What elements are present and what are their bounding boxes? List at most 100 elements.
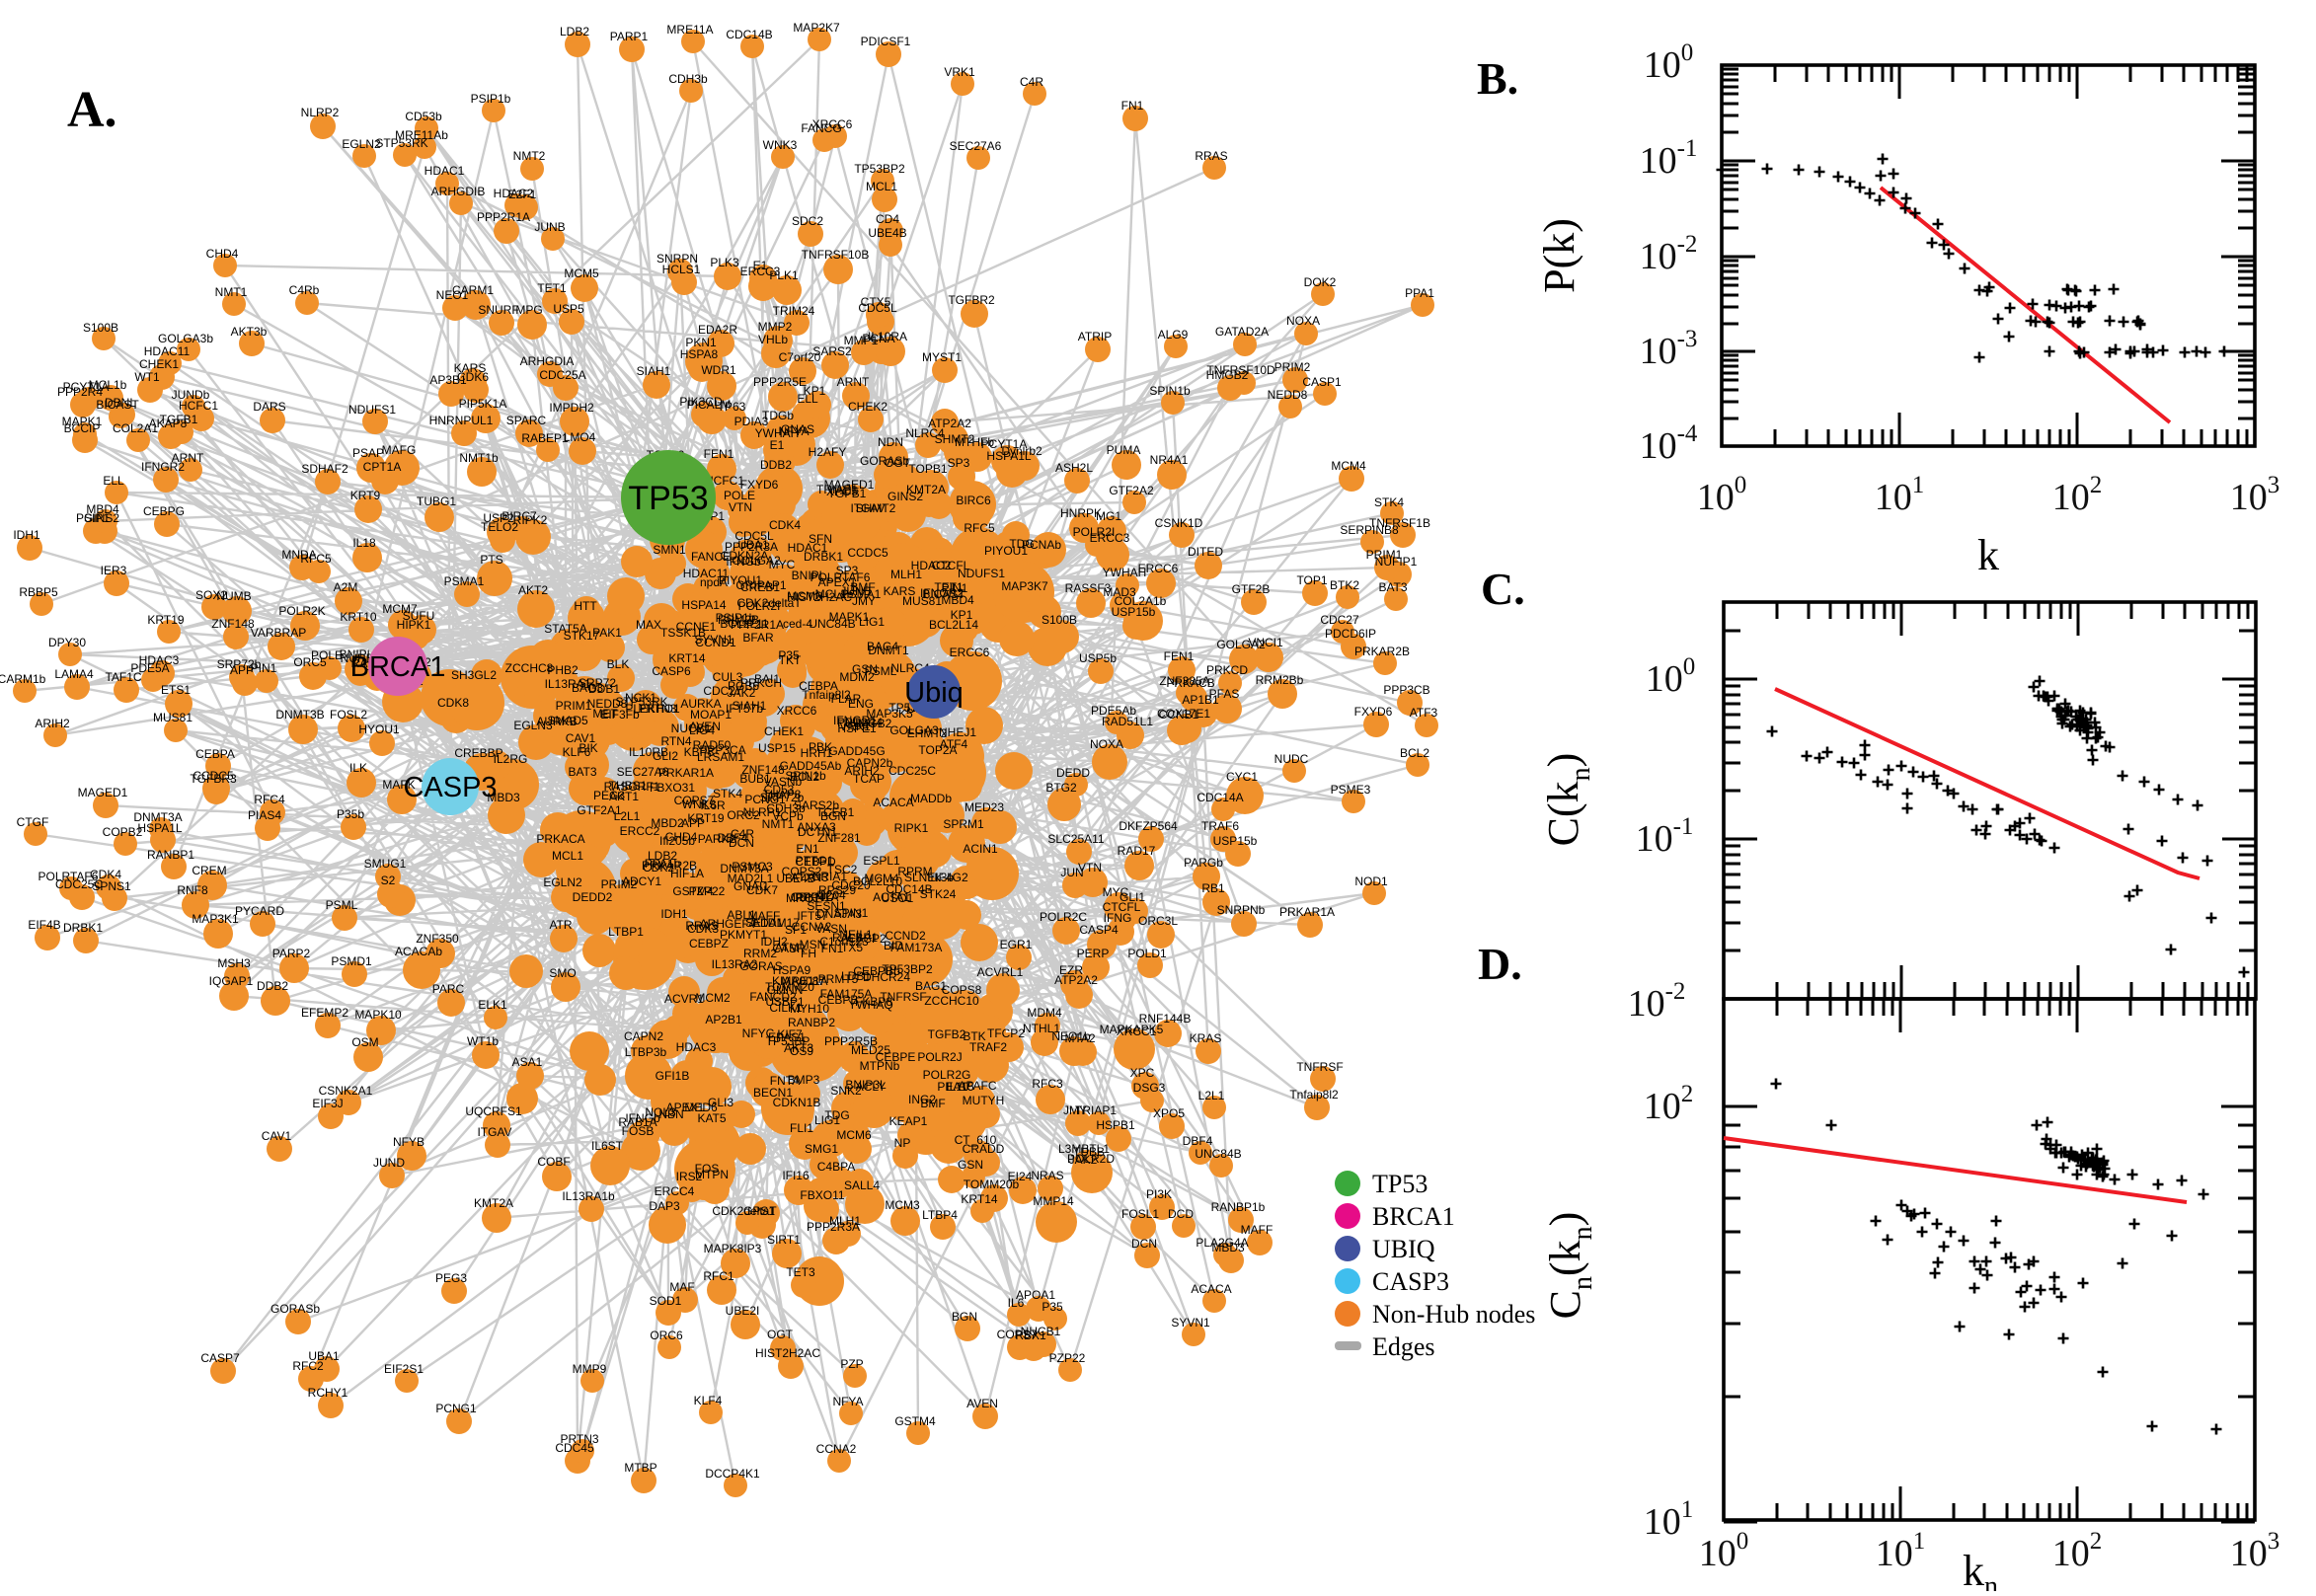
svg-text:NDN: NDN — [878, 435, 903, 449]
svg-text:RBX1: RBX1 — [1015, 1329, 1046, 1342]
svg-text:EGLN2: EGLN2 — [543, 875, 582, 889]
svg-text:CEBPB: CEBPB — [818, 993, 859, 1007]
svg-text:GINS2: GINS2 — [888, 490, 923, 503]
svg-text:MCM6: MCM6 — [787, 589, 822, 603]
svg-text:RNF144B: RNF144B — [1139, 1012, 1192, 1026]
svg-text:STK17: STK17 — [564, 629, 600, 643]
svg-text:GFI1B: GFI1B — [656, 1069, 690, 1083]
svg-text:DKFZP564: DKFZP564 — [1119, 819, 1178, 833]
svg-text:CARM1b: CARM1b — [0, 672, 46, 686]
svg-text:TET1: TET1 — [934, 580, 964, 594]
svg-text:TGFBR2: TGFBR2 — [948, 293, 995, 307]
svg-text:DARS: DARS — [253, 400, 285, 414]
svg-text:KRT14: KRT14 — [961, 1192, 997, 1206]
svg-text:ORC6: ORC6 — [650, 1329, 683, 1342]
svg-text:Tnfaip8l2: Tnfaip8l2 — [1289, 1088, 1339, 1102]
svg-text:CDC5L: CDC5L — [734, 529, 774, 543]
svg-text:STK4: STK4 — [1374, 495, 1404, 509]
svg-text:GLI2: GLI2 — [653, 749, 678, 763]
svg-text:HMGB2: HMGB2 — [1206, 368, 1249, 382]
svg-text:MMP1: MMP1 — [844, 334, 879, 347]
svg-text:SMG1: SMG1 — [805, 1142, 838, 1156]
svg-text:CCNB1: CCNB1 — [1159, 708, 1199, 722]
svg-text:HDAC2: HDAC2 — [494, 187, 534, 200]
svg-text:MCM3: MCM3 — [885, 1198, 920, 1212]
svg-text:PRIM1: PRIM1 — [1366, 548, 1403, 562]
svg-text:USP5b: USP5b — [1079, 651, 1117, 665]
svg-text:LIG4: LIG4 — [689, 723, 715, 737]
svg-text:S2: S2 — [381, 874, 396, 887]
svg-text:SERPINB8: SERPINB8 — [1340, 523, 1399, 537]
svg-text:CCNA2: CCNA2 — [792, 920, 832, 934]
svg-text:HDAC11: HDAC11 — [144, 344, 191, 358]
svg-text:JAK2: JAK2 — [728, 686, 756, 700]
svg-text:DCN: DCN — [729, 836, 754, 850]
svg-text:STK24: STK24 — [920, 887, 957, 901]
svg-text:IL13RA2: IL13RA2 — [712, 957, 758, 971]
svg-text:ced-4: ced-4 — [783, 617, 812, 631]
svg-text:XPC: XPC — [1130, 1066, 1155, 1080]
svg-text:MAP3K1: MAP3K1 — [192, 912, 239, 926]
svg-text:SMO: SMO — [549, 966, 576, 980]
svg-text:PRKACA: PRKACA — [536, 832, 584, 846]
svg-text:ACACA: ACACA — [873, 796, 913, 809]
svg-text:SEC27A6: SEC27A6 — [950, 139, 1002, 153]
svg-text:PAK1: PAK1 — [592, 626, 622, 640]
svg-text:RANBP1b: RANBP1b — [1211, 1200, 1266, 1214]
svg-text:HSPA14: HSPA14 — [681, 598, 726, 612]
svg-text:PARP1: PARP1 — [610, 30, 649, 43]
svg-text:SMUG1: SMUG1 — [364, 857, 407, 871]
svg-text:FEN1: FEN1 — [1164, 649, 1195, 663]
svg-text:CASP7: CASP7 — [200, 1351, 240, 1365]
svg-text:PPP4C: PPP4C — [795, 890, 834, 904]
svg-text:MAFF: MAFF — [1241, 1223, 1274, 1237]
svg-text:PARGb: PARGb — [1184, 856, 1223, 870]
svg-text:CUL3: CUL3 — [713, 670, 743, 684]
svg-text:WDR1: WDR1 — [701, 363, 736, 377]
svg-text:WT1b: WT1b — [467, 1034, 499, 1048]
svg-text:IFNG: IFNG — [1104, 911, 1132, 925]
svg-text:TX5: TX5 — [841, 941, 863, 954]
svg-text:COPS7: COPS7 — [674, 794, 715, 807]
svg-text:PEG3: PEG3 — [593, 789, 625, 802]
svg-text:AURKA: AURKA — [680, 697, 721, 711]
svg-text:SF1: SF1 — [785, 923, 807, 937]
svg-text:CDC27: CDC27 — [703, 684, 742, 698]
svg-text:DBNL: DBNL — [105, 396, 136, 410]
svg-text:TFCP2: TFCP2 — [987, 1026, 1025, 1040]
svg-text:RFC5: RFC5 — [300, 552, 332, 566]
svg-text:FH: FH — [801, 947, 816, 960]
svg-text:TET3: TET3 — [786, 1265, 815, 1279]
svg-text:MTHFb: MTHFb — [955, 435, 994, 449]
svg-text:ATXN3: ATXN3 — [791, 871, 828, 884]
svg-text:CARM1: CARM1 — [452, 283, 494, 297]
svg-text:CTGF: CTGF — [17, 815, 49, 829]
svg-text:KIAA0087: KIAA0087 — [772, 974, 825, 988]
svg-text:PUMA: PUMA — [1107, 443, 1141, 457]
svg-text:MUS81: MUS81 — [153, 711, 193, 724]
svg-text:GOLGA3: GOLGA3 — [889, 723, 939, 737]
svg-text:JMY: JMY — [1063, 1103, 1087, 1117]
svg-text:TUBB: TUBB — [1073, 1145, 1105, 1159]
svg-text:NFYA: NFYA — [832, 1395, 863, 1408]
svg-text:BAT3: BAT3 — [568, 765, 596, 779]
svg-text:POLE: POLE — [724, 489, 755, 502]
svg-text:ERCC3: ERCC3 — [740, 265, 781, 278]
svg-text:NFYA: NFYA — [778, 424, 809, 438]
svg-text:ABL1: ABL1 — [727, 908, 756, 922]
svg-text:ARIH2: ARIH2 — [844, 764, 880, 778]
svg-text:ZNF148: ZNF148 — [211, 617, 255, 631]
svg-text:Ifi205b: Ifi205b — [659, 834, 695, 848]
svg-text:MBD4: MBD4 — [941, 593, 974, 607]
svg-text:BTK2: BTK2 — [1330, 578, 1359, 592]
svg-text:UQCRFS1: UQCRFS1 — [465, 1104, 522, 1118]
svg-text:ERCC6: ERCC6 — [1138, 562, 1179, 575]
svg-text:GORAS: GORAS — [739, 959, 782, 973]
svg-text:TGFB1: TGFB1 — [828, 487, 867, 500]
svg-text:CEBPG: CEBPG — [143, 504, 185, 518]
svg-text:MED23: MED23 — [965, 800, 1004, 814]
svg-text:MAFG: MAFG — [382, 443, 417, 457]
svg-text:BMF: BMF — [850, 580, 875, 594]
svg-text:CHEK2: CHEK2 — [848, 400, 888, 414]
svg-text:DDB2: DDB2 — [257, 979, 288, 993]
